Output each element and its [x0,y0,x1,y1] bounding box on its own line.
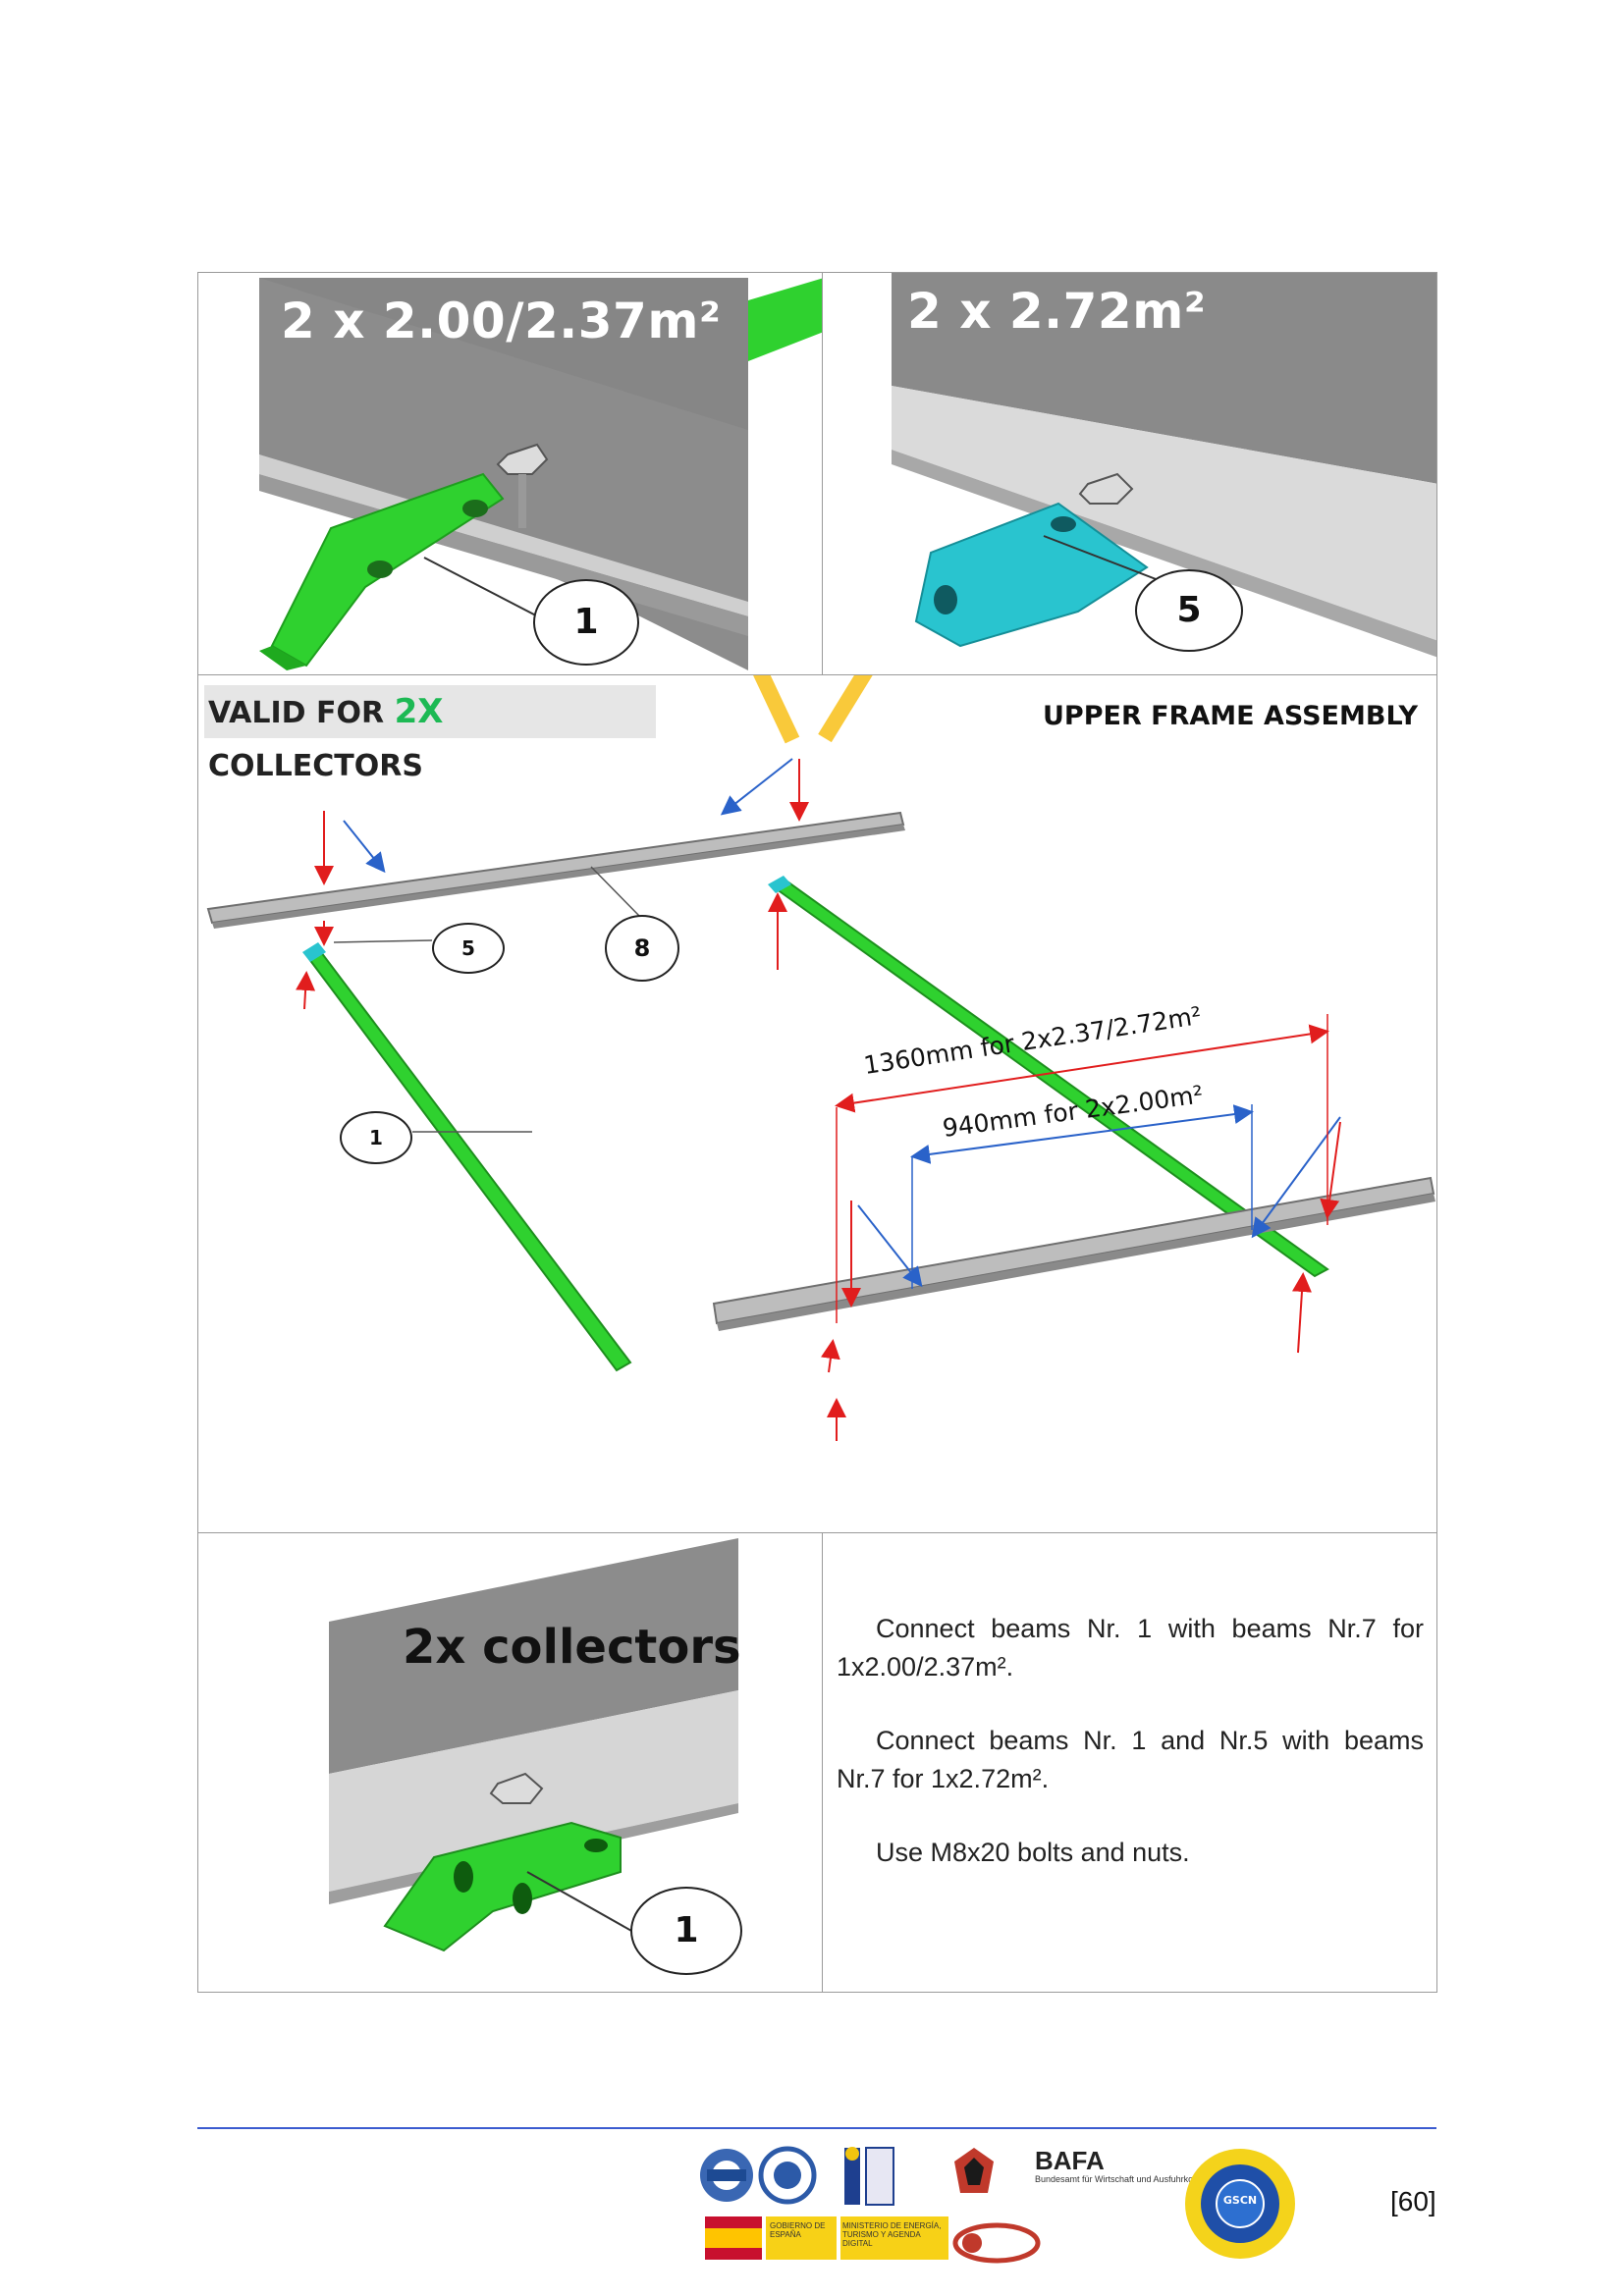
dgs-logo [700,2149,753,2202]
beam-detail-illustration [892,273,1436,658]
collector-panel [892,273,1436,484]
bolt-head [489,1772,544,1804]
dimension-1360mm [835,1014,1329,1323]
steel-profile [259,454,748,616]
bolt-indicators [296,759,1341,1441]
page-number: [60] [1390,2186,1436,2216]
instruction-paragraph: Connect beams Nr. 1 with beams Nr.7 for … [837,1614,1424,1682]
instruction-paragraph: Use M8x20 bolts and nuts. [876,1838,1190,1867]
instructions-panel: Connect beams Nr. 1 with beams Nr.7 for … [822,1532,1437,1993]
bafa-logo-subtitle: Bundesamt für Wirtschaft und Ausfuhrkont… [1035,2174,1218,2184]
bolt-head [1078,472,1134,505]
certification-logos [700,2146,1041,2264]
part-callout-5: 5 [432,923,505,974]
pointer-arrow-left [753,675,800,744]
instructions-text: Connect beams Nr. 1 with beams Nr.7 for … [837,1610,1424,1907]
red-seal-logo [952,2222,1041,2264]
part-callout-1: 1 [533,579,639,666]
gscn-label: GSCN [1222,2194,1258,2207]
collector-panel [329,1538,738,1774]
detail-panel-2-72: 2 x 2.72m² 5 [822,272,1437,675]
section-title: UPPER FRAME ASSEMBLY [1043,701,1418,731]
pointer-arrow-right [818,675,873,743]
valid-for-badge: VALID FOR 2X COLLECTORS [204,685,656,783]
cyan-bracket-5 [914,502,1149,648]
dimension-940mm [910,1104,1254,1289]
beam-detail-illustration [259,278,822,670]
gov-label: GOBIERNO DE ESPAÑA [770,2221,826,2239]
upper-frame-assembly-panel: VALID FOR 2X COLLECTORS UPPER FRAME ASSE… [197,674,1437,1533]
hole-indicators [343,758,1341,1288]
part-callout-1: 1 [630,1887,742,1975]
beam-detail-illustration [329,1538,738,1952]
eagle-logo [954,2148,994,2193]
detail-panel-2x-collectors: 2x collectors 1 [197,1532,823,1993]
part-callout-5: 5 [1135,569,1243,652]
ministry-logo [840,2216,948,2260]
valid-suffix: COLLECTORS [208,749,423,783]
assembly-drawing [206,675,1435,1441]
panel-title: 2x collectors [403,1620,741,1675]
lrs-logo [758,2146,817,2205]
part-callout-8: 8 [605,915,679,982]
footer-divider [197,2127,1436,2129]
gscn-seal-logo [1185,2149,1295,2259]
valid-prefix: VALID FOR [208,696,395,730]
steel-profile [892,386,1436,641]
detail-panel-2-00-2-37: 2 x 2.00/2.37m² 1 [197,272,823,675]
cres-logo [844,2147,894,2206]
valid-accent: 2X [394,692,444,731]
bafa-logo-title: BAFA [1035,2146,1105,2175]
bolt-head [496,443,549,475]
instruction-paragraph: Connect beams Nr. 1 and Nr.5 with beams … [837,1726,1424,1793]
panel-title: 2 x 2.72m² [907,283,1207,340]
spain-government-logo [705,2216,837,2260]
cyan-bracket-5 [302,942,326,962]
part-callout-1: 1 [340,1111,412,1164]
steel-beam-front [712,1176,1435,1325]
panel-title: 2 x 2.00/2.37m² [281,293,722,349]
ministry-label: MINISTERIO DE ENERGÍA, TURISMO Y AGENDA … [842,2221,942,2248]
green-bracket-1 [383,1821,622,1952]
